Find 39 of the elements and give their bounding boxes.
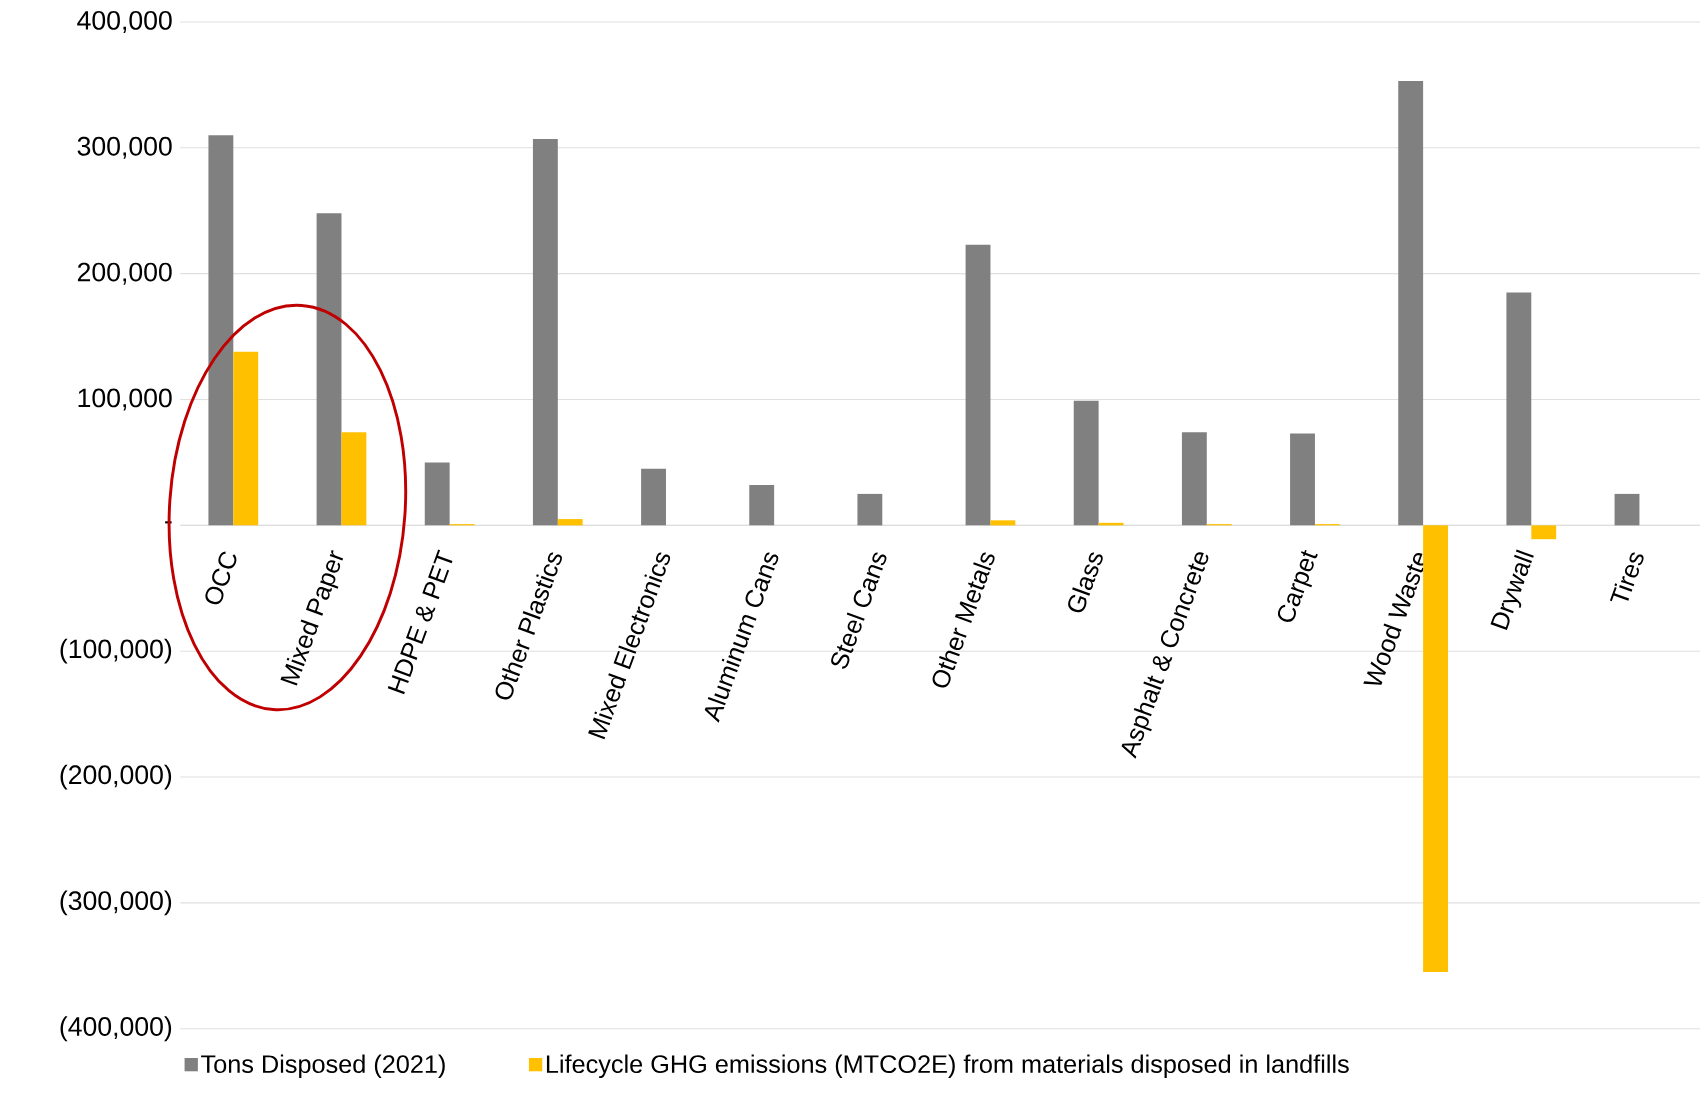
bar	[1531, 525, 1557, 540]
y-tick-label: (100,000)	[60, 639, 172, 664]
bar	[233, 351, 259, 526]
x-tick-label: Tires	[1609, 552, 1644, 602]
x-tick-label: HDPE & PET	[387, 549, 453, 695]
bar	[316, 213, 342, 526]
x-tick-label: OCC	[205, 551, 237, 605]
bar	[341, 432, 367, 526]
bar	[749, 485, 775, 526]
x-tick-label: Glass	[1068, 552, 1103, 613]
legend-label: Tons Disposed (2021)	[201, 1054, 445, 1079]
y-tick-label: (400,000)	[60, 1016, 172, 1042]
bar	[1423, 525, 1448, 973]
bar	[557, 519, 583, 526]
x-tick-label: Wood Waste	[1363, 553, 1428, 685]
bar	[208, 135, 234, 526]
bar	[424, 462, 450, 526]
y-tick-label: 100,000	[78, 388, 172, 411]
x-tick-label: Carpet	[1277, 550, 1318, 623]
y-tick-label: (300,000)	[60, 890, 172, 916]
bar	[965, 244, 991, 526]
x-tick-label: Mixed Paper	[280, 550, 344, 686]
bar	[1614, 494, 1640, 526]
x-tick-label: Steel Cans	[831, 552, 887, 669]
bar	[1181, 432, 1207, 526]
bar	[990, 520, 1016, 526]
bar	[1398, 81, 1424, 526]
legend-label: Lifecycle GHG emissions (MTCO2E) from materials disposed in landfills	[546, 1054, 1349, 1079]
y-tick-label: (200,000)	[60, 764, 172, 790]
bar	[1290, 433, 1315, 526]
y-tick-label: 400,000	[77, 11, 172, 34]
bar	[532, 139, 558, 526]
bar	[1506, 292, 1532, 526]
bar	[641, 468, 666, 526]
bar	[857, 494, 883, 526]
x-tick-label: Other Metals	[932, 552, 995, 688]
y-tick-label: 200,000	[77, 262, 172, 285]
y-tick-label: 300,000	[77, 137, 172, 159]
bar	[1073, 400, 1099, 526]
